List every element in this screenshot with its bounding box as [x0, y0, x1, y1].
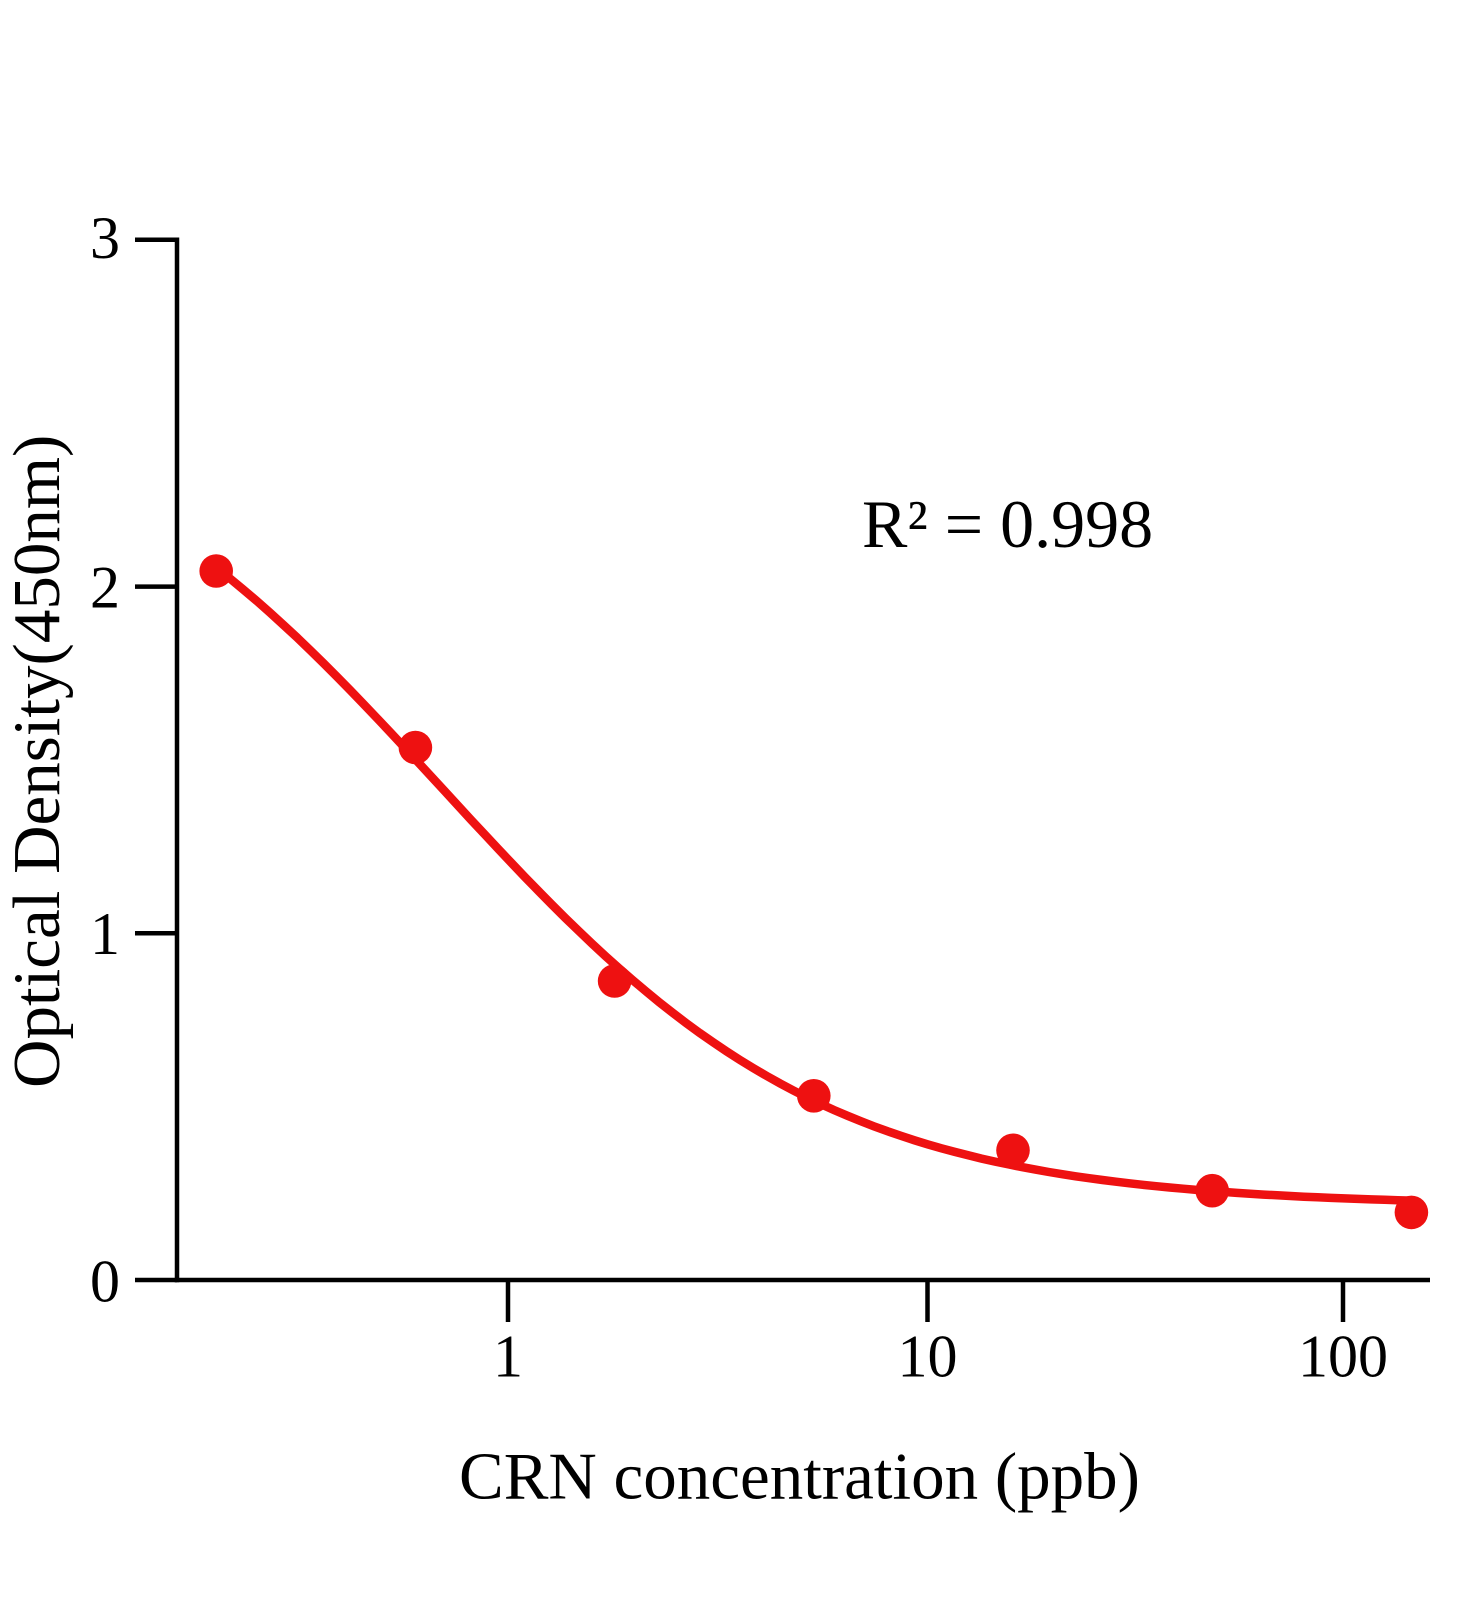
svg-text:Optical Density(450nm): Optical Density(450nm) [0, 435, 74, 1088]
svg-text:3: 3 [90, 205, 120, 271]
svg-text:R² = 0.998: R² = 0.998 [862, 486, 1153, 562]
svg-text:2: 2 [90, 554, 120, 620]
svg-text:100: 100 [1298, 1324, 1388, 1390]
svg-text:10: 10 [898, 1324, 958, 1390]
svg-text:CRN concentration (ppb): CRN concentration (ppb) [459, 1440, 1140, 1514]
svg-text:1: 1 [493, 1324, 523, 1390]
svg-text:0: 0 [90, 1249, 120, 1315]
svg-text:1: 1 [90, 901, 120, 967]
